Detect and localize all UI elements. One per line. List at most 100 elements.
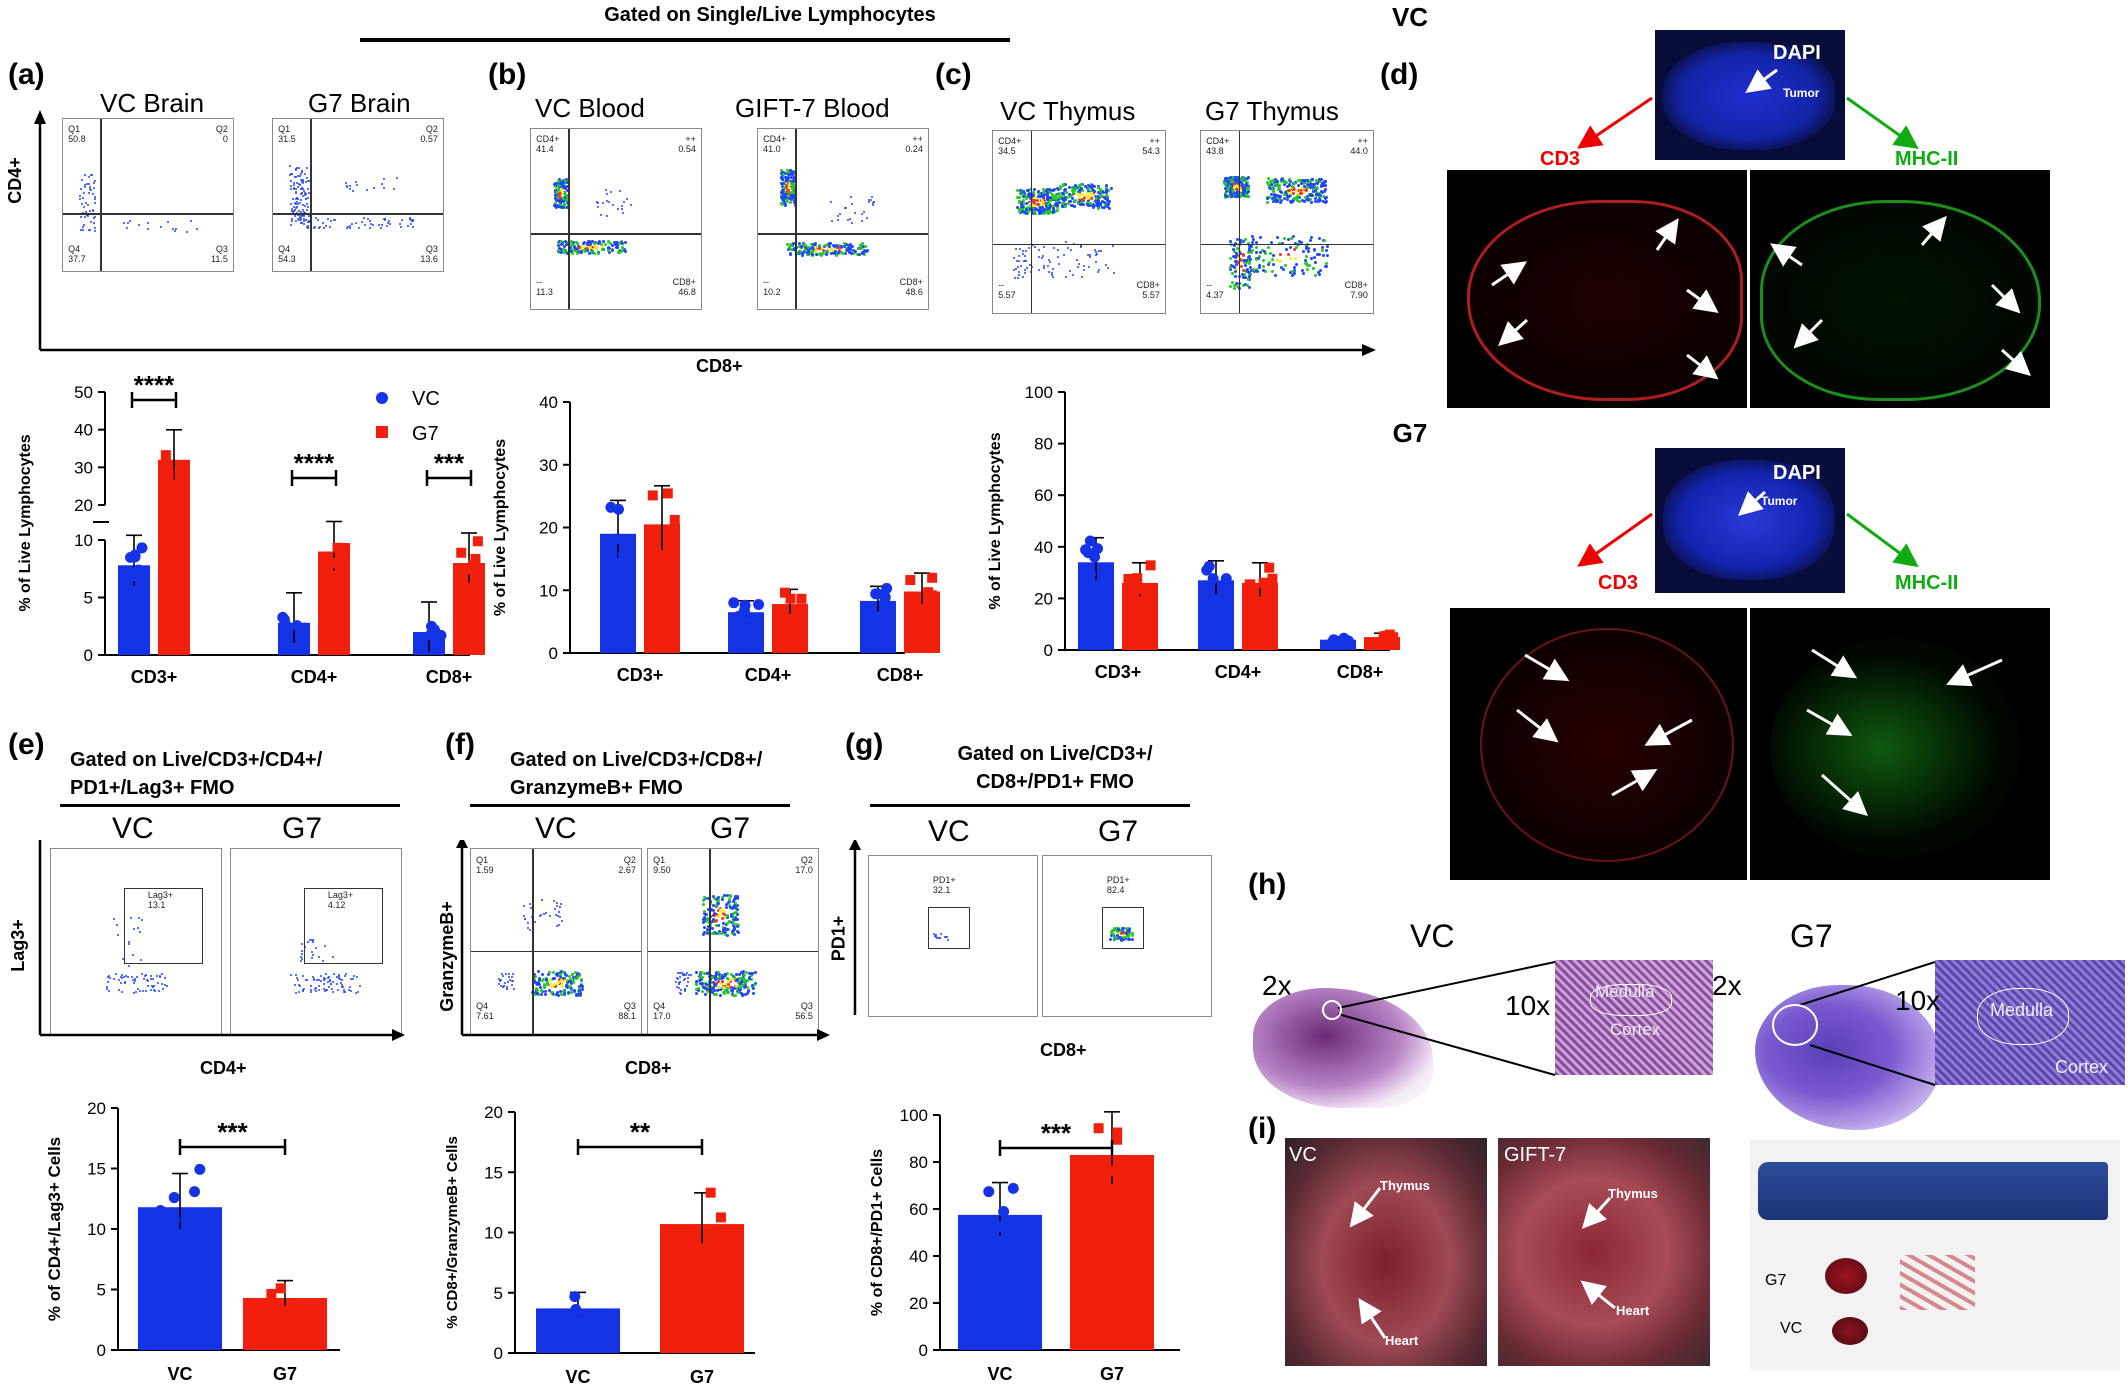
- data-point: [298, 622, 310, 634]
- d-g7-tumor-text: Tumor: [1761, 494, 1798, 508]
- y-tick-label: 20: [1034, 589, 1053, 608]
- flow-plot-g-vc: PD1+ 32.1: [868, 855, 1038, 1017]
- g-ylabel: PD1+: [828, 915, 849, 962]
- flow-title-g7-thymus: G7 Thymus: [1205, 96, 1339, 126]
- x-tick-label: G7: [690, 1367, 714, 1387]
- quadrant-label: Q4 54.3: [278, 243, 296, 264]
- data-point: [171, 493, 182, 504]
- g-gate-rule: [870, 804, 1190, 807]
- significance-label: ****: [294, 448, 335, 478]
- x-tick-label: CD3+: [617, 665, 664, 685]
- y-tick-label: 40: [539, 393, 558, 412]
- data-point: [705, 1187, 716, 1198]
- y-tick-label: 40: [909, 1247, 928, 1266]
- y-tick-label: 100: [1025, 383, 1053, 402]
- panel-letter-d: (d): [1380, 58, 1419, 91]
- data-point: [1328, 635, 1340, 647]
- i-vc-organ-label: VC: [1780, 1320, 1803, 1337]
- data-point: [685, 1254, 696, 1265]
- data-point: [926, 599, 937, 610]
- d-vc-tumor-text: Tumor: [1783, 86, 1820, 100]
- e-title-vc: VC: [112, 812, 154, 845]
- x-tick-label: CD3+: [131, 667, 178, 687]
- y-tick-label: 15: [484, 1163, 503, 1182]
- e-title-g7: G7: [282, 812, 323, 845]
- data-point: [272, 1299, 283, 1310]
- data-point: [860, 607, 872, 619]
- data-point: [622, 555, 634, 567]
- i-gift7-heart: Heart: [1616, 1303, 1650, 1318]
- data-point: [604, 557, 616, 569]
- h-g7-cortex: Cortex: [2055, 1057, 2109, 1077]
- quadrant-label: CD4+ 41.4: [536, 134, 560, 155]
- d-vc-label: VC: [1391, 2, 1429, 32]
- legend-marker-vc: [376, 392, 388, 404]
- data-point: [650, 548, 661, 559]
- f-gate-rule: [470, 804, 790, 807]
- bar-g7: [158, 459, 190, 655]
- data-point: [715, 1212, 726, 1223]
- data-point: [266, 1288, 277, 1299]
- y-axis-label: % of Live Lymphocytes: [492, 439, 509, 616]
- quadrant-label: Lag3+ 4.12: [327, 889, 354, 910]
- quadrant-label: CD8+ 5.57: [1136, 280, 1160, 301]
- flow-plot-g7-brain: Q1 31.5 Q2 0.57 Q4 54.3 Q3 13.6: [272, 118, 444, 272]
- data-point: [1245, 579, 1256, 590]
- d-g7-cd3-image: [1450, 608, 1747, 880]
- d-vc-mhc-label: MHC-II: [1895, 148, 1959, 170]
- x-tick-label: VC: [167, 1364, 192, 1384]
- d-g7-label: G7: [1392, 418, 1428, 448]
- quadrant-label: -- 5.57: [998, 280, 1016, 301]
- x-tick-label: G7: [1100, 1364, 1124, 1384]
- flow-plot-e-vc: Lag3+ 13.1: [50, 848, 222, 1035]
- data-point: [796, 607, 807, 618]
- quadrant-label: CD4+ 43.8: [1206, 136, 1230, 157]
- data-point: [1388, 632, 1399, 643]
- data-point: [1264, 581, 1275, 592]
- data-point: [278, 613, 290, 625]
- quadrant-label: ++ 0.54: [678, 134, 696, 155]
- i-gift7-thymus: Thymus: [1608, 1186, 1658, 1201]
- data-point: [1378, 631, 1389, 642]
- data-point: [1092, 543, 1104, 555]
- data-point: [168, 1192, 180, 1204]
- data-point: [1338, 632, 1350, 644]
- significance-label: ****: [134, 370, 175, 400]
- x-tick-label: CD3+: [1095, 662, 1142, 682]
- e-xlabel: CD4+: [200, 1058, 247, 1078]
- i-vc-thymus-organ: [1832, 1317, 1868, 1345]
- data-point: [785, 593, 796, 604]
- data-point: [329, 570, 340, 581]
- data-point: [130, 570, 142, 582]
- data-point: [169, 1214, 181, 1226]
- data-point: [664, 550, 675, 561]
- data-point: [1085, 568, 1097, 580]
- bar-g7: [1070, 1154, 1154, 1350]
- flow-plot-vc-blood: CD4+ 41.4 ++ 0.54 -- 11.3 CD8+ 46.8: [530, 128, 702, 310]
- quadrant-label: Q2 0: [215, 123, 228, 144]
- data-point: [983, 1186, 995, 1198]
- y-tick-label: 10: [484, 1224, 503, 1243]
- quadrant-label: ++ 54.3: [1142, 136, 1160, 157]
- chart-c: 0 20 40 60 80 100 CD3+ CD4+ CD8+ % of Live Lympho…: [987, 383, 1400, 682]
- i-vc-heart: Heart: [1385, 1333, 1419, 1348]
- x-tick-label: CD8+: [426, 667, 473, 687]
- flow-plot-f-g7: Q1 9.50 Q2 17.0 Q4 17.0 Q3 56.5: [647, 848, 819, 1035]
- data-point: [927, 572, 938, 583]
- x-tick-label: VC: [565, 1367, 590, 1387]
- data-point: [779, 587, 790, 598]
- flow-plot-vc-brain: Q1 50.8 Q2 0 Q4 37.7 Q3 11.5: [62, 118, 234, 272]
- h-g7-2x: 2x: [1712, 970, 1742, 1001]
- panel-letter-g: (g): [845, 728, 884, 761]
- data-point: [728, 597, 740, 609]
- data-point: [472, 536, 483, 547]
- legend-label-vc: VC: [412, 388, 440, 410]
- flow-title-vc-thymus: VC Thymus: [1000, 96, 1136, 126]
- quadrant-label: Lag3+ 13.1: [147, 889, 174, 910]
- data-point: [129, 549, 141, 561]
- data-point: [318, 566, 329, 577]
- data-point: [569, 1291, 581, 1303]
- h-vc-10x-image: Medulla Cortex: [1555, 960, 1713, 1075]
- g-title-g7: G7: [1098, 815, 1139, 848]
